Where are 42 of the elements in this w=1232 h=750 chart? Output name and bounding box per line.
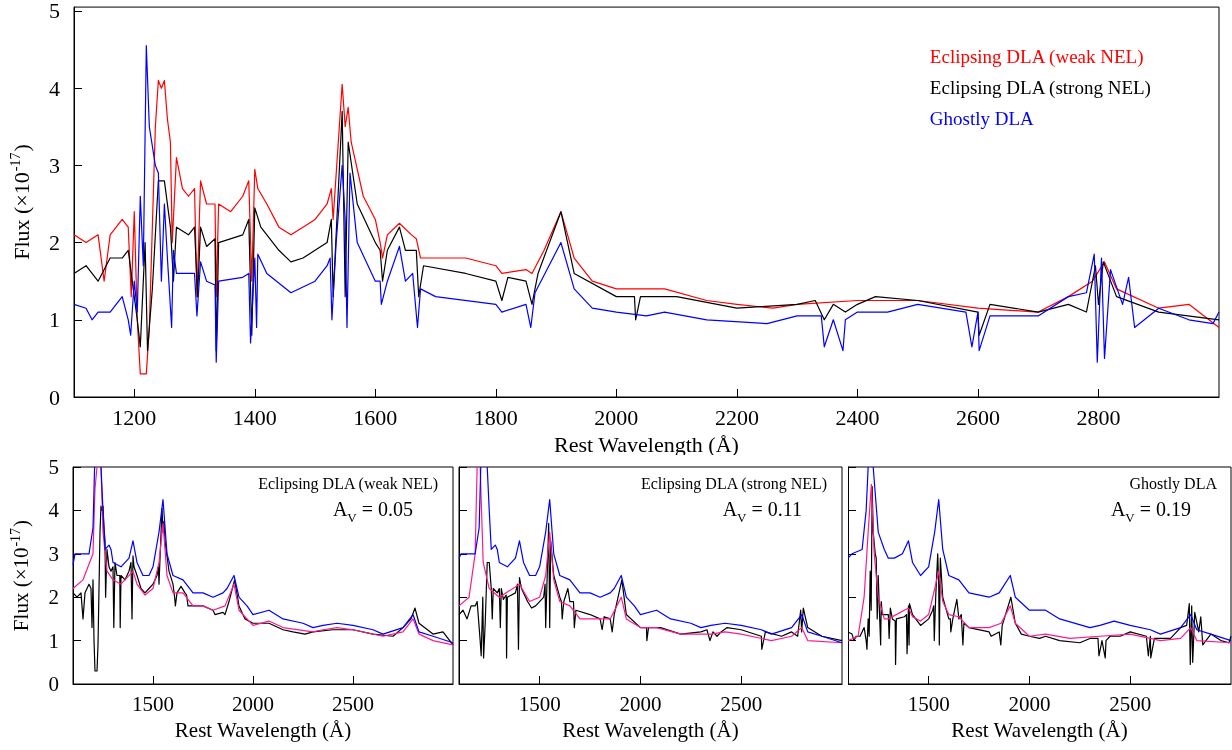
x-tick-label: 2000 [232,691,274,716]
x-tick-label: 2600 [955,404,1000,430]
y-tick-label: 0 [48,672,59,696]
x-tick-label: 2800 [1076,404,1121,430]
text: Ghostly DLA [929,108,1035,129]
x-axis-title: Rest Wavelength (Å) [174,717,352,742]
y-tick-label: 2 [49,230,60,256]
y-tick-label: 1 [49,307,60,333]
text: Eclipsing DLA (weak NEL) [929,46,1144,68]
y-tick-label: 5 [48,455,59,479]
x-tick-label: 2000 [619,691,662,716]
annotation: Ghostly DLA [1129,474,1218,493]
text: Eclipsing DLA (strong NEL) [929,77,1151,99]
y-tick-label: 5 [49,0,60,24]
x-tick-label: 2000 [594,404,639,430]
x-axis-title: Rest Wavelength (Å) [554,431,739,457]
y-tick-label: 3 [49,152,60,178]
x-tick-label: 1600 [353,404,398,430]
x-tick-label: 2500 [720,691,763,716]
x-axis-title: Rest Wavelength (Å) [562,717,739,742]
x-tick-label: 2000 [1008,691,1051,716]
x-tick-label: 2500 [332,691,374,716]
x-tick-label: 1800 [473,404,518,430]
x-tick-label: 1400 [232,404,277,430]
x-tick-label: 1500 [907,691,950,716]
y-tick-label: 0 [49,384,60,410]
x-tick-label: 1500 [518,691,561,716]
x-axis-title: Rest Wavelength (Å) [951,717,1128,742]
y-tick-label: 1 [48,628,59,653]
y-tick-label: 4 [49,75,60,101]
y-axis-title: Flux (×10-17) [7,519,33,632]
y-tick-label: 4 [48,498,60,523]
x-tick-label: 1200 [112,404,157,430]
x-tick-label: 1500 [132,691,174,716]
annotation: Eclipsing DLA (strong NEL) [640,474,828,493]
y-tick-label: 3 [48,541,59,566]
x-tick-label: 2400 [835,404,880,430]
y-axis-title: Flux (×10-17) [7,144,34,260]
x-tick-label: 2500 [1109,691,1152,716]
annotation: Eclipsing DLA (weak NEL) [258,474,439,493]
y-tick-label: 2 [48,585,59,610]
x-tick-label: 2200 [714,404,759,430]
